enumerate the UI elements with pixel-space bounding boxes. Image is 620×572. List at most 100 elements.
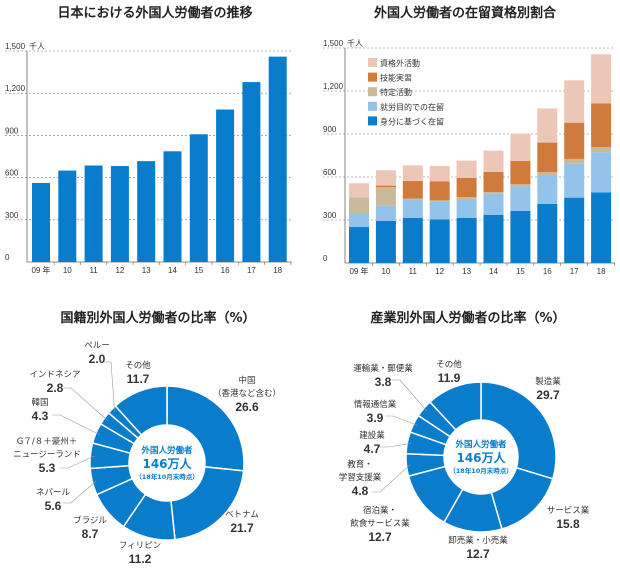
- bar-segment: [564, 158, 585, 164]
- bar-segment: [483, 171, 504, 193]
- chart4-title: 産業別外国人労働者の比率（%）: [370, 310, 565, 326]
- bar-segment: [510, 184, 531, 187]
- bar-segment: [510, 186, 531, 211]
- bar-segment: [537, 203, 558, 263]
- bar-segment: [402, 199, 423, 218]
- bar-segment: [429, 200, 450, 202]
- center-total: 146万人: [456, 450, 506, 465]
- bar: [189, 134, 208, 262]
- bar-segment: [591, 103, 612, 148]
- bar-segment: [510, 210, 531, 263]
- slice-label: フィリピン: [119, 541, 161, 551]
- y-tick-label: 600: [323, 168, 337, 177]
- slice-value: 15.8: [556, 517, 580, 531]
- donut-hole: [129, 425, 205, 501]
- bar-segment: [564, 80, 585, 123]
- leader-line: [60, 455, 95, 469]
- bar-segment: [483, 150, 504, 172]
- donut-hole: [444, 420, 518, 494]
- x-tick-label: 16: [221, 266, 230, 275]
- legend-label: 資格外活動: [380, 58, 420, 68]
- y-tick-label: 300: [323, 211, 337, 220]
- bar-segment: [456, 198, 477, 218]
- slice-value: 21.7: [230, 521, 254, 535]
- bar-segment: [510, 160, 531, 185]
- slice-label: その他: [436, 359, 462, 370]
- bar-segment: [591, 147, 612, 153]
- bar-segment: [537, 174, 558, 204]
- x-tick-label: 13: [142, 266, 151, 275]
- y-tick-label: 0: [323, 254, 328, 263]
- leader-line: [63, 480, 97, 504]
- chart4-donut: 製造業29.7サービス業15.8卸売業・小売業12.7宿泊業・飲食サービス業12…: [339, 359, 590, 561]
- bar-segment: [537, 108, 558, 143]
- slice-value: 12.7: [368, 530, 392, 544]
- bar: [32, 182, 50, 262]
- slice-label: ブラジル: [73, 515, 107, 526]
- bar-segment: [483, 193, 504, 215]
- slice-value: 4.3: [32, 409, 49, 423]
- chart2-plot: 0 300 600 900 1,200 1,500 千人 09 年 10 11 12 13 14 15 16…: [323, 38, 615, 276]
- bar-segment: [349, 212, 369, 228]
- x-tick-label: 18: [597, 267, 606, 276]
- bar-segment: [402, 198, 423, 200]
- slice-value: 26.6: [235, 400, 259, 414]
- slice-label: 宿泊業・: [363, 505, 397, 516]
- x-tick-label: 11: [89, 266, 98, 275]
- bar-segment: [349, 197, 369, 213]
- x-tick-label: 15: [516, 267, 525, 276]
- legend-swatch: [368, 116, 377, 126]
- bar-segment: [564, 122, 585, 159]
- y-tick-label: 1,500: [5, 42, 26, 51]
- bar-segment: [375, 187, 396, 206]
- slice-value: 4.8: [352, 484, 369, 498]
- x-tick-label: 10: [381, 267, 390, 276]
- slice-value: 8.7: [82, 527, 99, 541]
- slice-label: （香港など含む）: [213, 388, 281, 399]
- chart3-title: 国籍別外国人労働者の比率（%）: [60, 310, 255, 326]
- bar-segment: [375, 221, 396, 263]
- slice-value: 5.6: [45, 499, 62, 513]
- x-tick-label: 17: [570, 267, 579, 276]
- legend-label: 就労目的での在留: [380, 102, 444, 112]
- bar: [163, 151, 182, 262]
- bar-segment: [591, 152, 612, 193]
- bar-segment: [591, 192, 612, 263]
- slice-label: 情報通信業: [354, 399, 397, 410]
- slice-value: 5.3: [39, 461, 56, 475]
- chart1-title: 日本における外国人労働者の推移: [57, 5, 252, 21]
- slice-value: 3.9: [367, 411, 384, 425]
- x-tick-label: 09 年: [349, 266, 368, 276]
- center-note: （18年10月末時点）: [135, 472, 199, 481]
- bar-segment: [402, 181, 423, 199]
- legend-label: 特定活動: [380, 87, 412, 97]
- bar: [216, 109, 235, 262]
- bar-segment: [483, 192, 504, 194]
- bar-segment: [456, 217, 477, 263]
- bar: [242, 82, 261, 262]
- legend-swatch: [368, 58, 377, 67]
- bar-segment: [564, 197, 585, 263]
- leader-line: [392, 379, 428, 412]
- center-total: 146万人: [142, 456, 192, 471]
- y-tick-label: 900: [323, 125, 337, 134]
- bar-segment: [375, 170, 396, 186]
- slice-label: 運輸業・郵便業: [353, 363, 413, 374]
- x-tick-label: 14: [489, 267, 498, 276]
- bar-segment: [537, 171, 558, 175]
- x-tick-label: 12: [115, 266, 124, 275]
- slice-value: 4.7: [364, 442, 381, 456]
- slice-label: ペルー: [84, 341, 110, 351]
- x-tick-label: 09 年: [31, 265, 50, 275]
- slice-value: 2.8: [47, 381, 64, 395]
- legend-swatch: [368, 72, 377, 82]
- center-title: 外国人労働者: [454, 439, 507, 450]
- slice-label: その他: [125, 360, 151, 371]
- bar-segment: [456, 160, 477, 179]
- x-tick-label: 16: [543, 267, 552, 276]
- bar-segment: [429, 201, 450, 220]
- slice-value: 29.7: [536, 388, 560, 402]
- bar: [58, 170, 77, 262]
- slice-value: 11.7: [127, 372, 150, 386]
- y-tick-label: 600: [5, 169, 19, 178]
